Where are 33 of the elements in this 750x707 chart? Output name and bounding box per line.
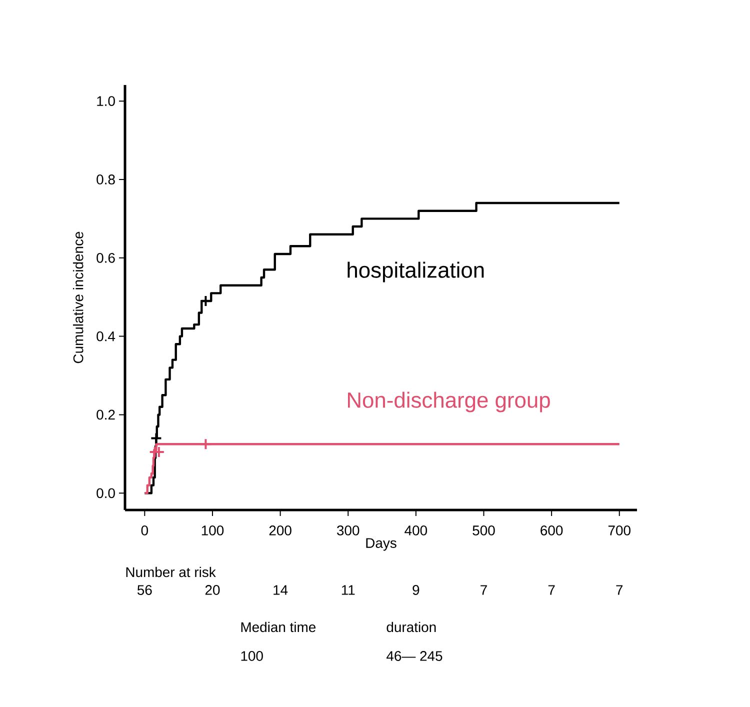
- x-tick-label: 200: [269, 526, 292, 536]
- series-label: hospitalization: [348, 262, 484, 282]
- x-tick-label: 600: [540, 526, 563, 536]
- x-tick-label: 100: [202, 526, 224, 536]
- text: 9: [412, 585, 420, 595]
- text: 7: [548, 585, 555, 595]
- y-tick-label: 0.2: [96, 410, 115, 420]
- x-tick-label: 300: [337, 526, 360, 536]
- point: [150, 432, 162, 444]
- text: duration: [386, 622, 436, 632]
- y-tick-label: 1.0: [97, 96, 115, 106]
- series-label: Non-discharge group: [348, 392, 550, 412]
- text: Median time: [241, 622, 316, 632]
- y-tick-label: 0.6: [96, 252, 115, 263]
- text: 7: [616, 585, 623, 595]
- text: 7: [480, 585, 487, 595]
- y-tick-label: 0.4: [96, 331, 116, 342]
- x-axis-title: Days: [366, 538, 396, 551]
- text: 56: [137, 585, 152, 595]
- text: 100: [241, 651, 263, 661]
- text: 20: [205, 585, 220, 595]
- text: 11: [342, 585, 355, 595]
- point: [200, 438, 212, 450]
- x-tick-label: 0: [141, 526, 148, 536]
- x-tick-label: 700: [608, 526, 630, 536]
- y-tick-label: 0.0: [96, 488, 115, 498]
- x-tick-label: 400: [404, 526, 428, 536]
- text: Number at risk: [126, 566, 216, 578]
- text: 46— 245: [386, 651, 442, 661]
- y-tick-label: 0.8: [96, 174, 115, 184]
- text: 14: [274, 585, 288, 595]
- y-axis-title: Cumulative incidence: [73, 232, 84, 364]
- x-tick-label: 500: [472, 526, 495, 536]
